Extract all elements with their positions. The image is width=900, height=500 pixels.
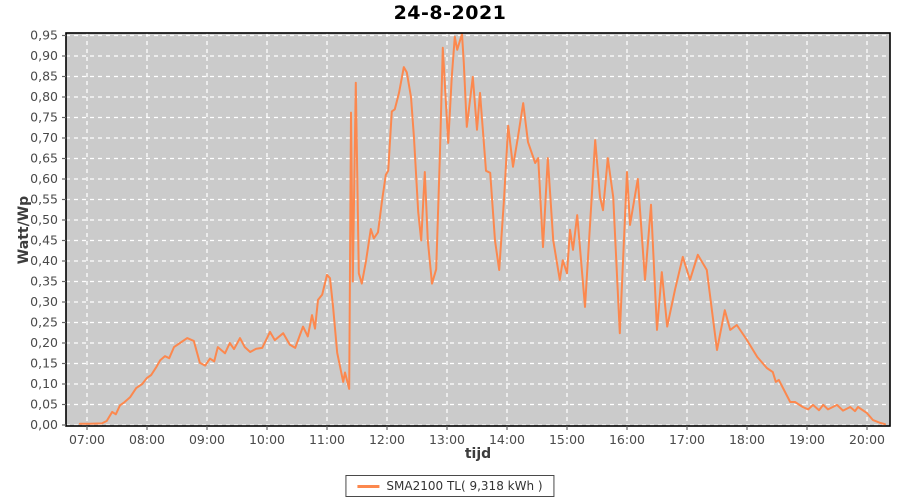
svg-text:0,15: 0,15 [30,356,58,371]
x-axis-label: tijd [464,446,492,462]
svg-text:13:00: 13:00 [429,432,465,447]
svg-text:0,55: 0,55 [30,192,58,207]
chart-title: 24-8-2021 [393,2,507,24]
svg-text:15:00: 15:00 [549,432,585,447]
svg-text:0,85: 0,85 [30,69,58,84]
svg-text:0,60: 0,60 [30,171,58,186]
y-axis-label: Watt/Wp [16,195,32,265]
svg-text:0,75: 0,75 [30,110,58,125]
svg-text:11:00: 11:00 [309,432,345,447]
svg-text:0,10: 0,10 [30,376,58,391]
svg-text:20:00: 20:00 [849,432,885,447]
svg-text:19:00: 19:00 [789,432,825,447]
svg-text:14:00: 14:00 [489,432,525,447]
svg-text:0,45: 0,45 [30,233,58,248]
legend-line-swatch [357,484,380,488]
svg-text:0,90: 0,90 [30,48,58,63]
svg-text:0,80: 0,80 [30,89,58,104]
legend: SMA2100 TL( 9,318 kWh ) [345,475,555,497]
svg-text:18:00: 18:00 [729,432,765,447]
svg-text:0,25: 0,25 [30,315,58,330]
svg-text:0,35: 0,35 [30,274,58,289]
svg-text:0,50: 0,50 [30,212,58,227]
svg-text:09:00: 09:00 [189,432,225,447]
svg-text:16:00: 16:00 [609,432,645,447]
svg-text:10:00: 10:00 [249,432,285,447]
svg-text:12:00: 12:00 [369,432,405,447]
svg-text:07:00: 07:00 [69,432,105,447]
svg-text:0,40: 0,40 [30,253,58,268]
svg-text:17:00: 17:00 [669,432,705,447]
svg-text:0,95: 0,95 [30,28,58,43]
svg-text:0,20: 0,20 [30,335,58,350]
svg-text:0,05: 0,05 [30,397,58,412]
svg-text:08:00: 08:00 [129,432,165,447]
svg-text:0,00: 0,00 [30,417,58,432]
svg-text:0,70: 0,70 [30,130,58,145]
svg-text:0,65: 0,65 [30,151,58,166]
svg-text:0,30: 0,30 [30,294,58,309]
legend-label: SMA2100 TL( 9,318 kWh ) [386,479,543,493]
